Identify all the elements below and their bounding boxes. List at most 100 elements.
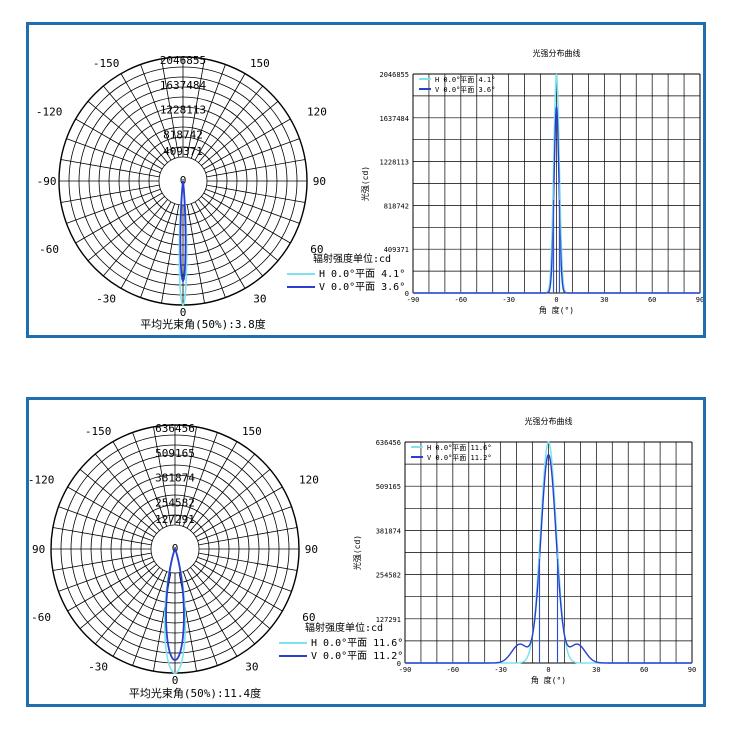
c2-polar-spoke [195,486,283,538]
c2-y-axis-label: 光强(cd) [352,535,362,570]
c2-polar-spoke [58,556,153,592]
c2-polar-spoke [190,567,256,645]
c1-polar-angle-label-top_left: -150 [93,57,120,70]
c1-x-tick-label: -60 [455,296,468,304]
c2-polar-angle-label-right: 90 [305,543,318,556]
c1-polar-spoke [120,73,172,161]
c2-x-tick-label: 90 [688,666,696,674]
c2-polar-spoke [132,432,168,527]
c2-polar-spoke [79,564,157,630]
panel-2: 636456 509165 381874 254582 127291 0 -150 150 -1… [26,397,706,707]
c1-polar-angle-label-bottom: 0 [180,306,187,319]
c2-polar-angle-label-left: 90 [32,543,45,556]
c1-legend-label: H 0.0°平面 4.1° [435,76,495,84]
c1-polar-spoke [140,203,176,298]
c1-polar-spoke [201,100,279,166]
c1-polar-spoke [140,64,176,159]
c2-polar-angle-label-top_right: 150 [242,425,262,438]
c1-polar-ring-label: 1228113 [160,104,206,117]
c1-x-tick-label: 60 [648,296,656,304]
c1-polar-spoke [194,73,246,161]
c2-x-tick-label: -90 [399,666,412,674]
c1-beam-angle-label: 平均光束角(50%):3.8度 [140,317,266,331]
c1-polar-spoke [194,201,246,289]
c2-polar-spoke [193,468,271,534]
c1-polar-angle-label-bottom_right: 30 [253,293,266,306]
c2-polar-spoke [52,527,152,546]
c2-polar-angle-label-bottom_left: -30 [88,661,108,674]
c2-polar-ring-label: 381874 [155,472,195,485]
panel-1: 2046855 1637484 1228113 818742 409371 0 -150 15… [26,22,706,338]
c1-polar-spoke [198,199,264,277]
c1-polar-center-label: 0 [180,174,187,187]
c1-y-tick-label: 2046855 [379,71,409,79]
c1-polar-spoke [206,159,306,178]
c2-polar-spoke [94,453,160,531]
c1-x-tick-label: 90 [696,296,703,304]
c1-polar-ring-label: 2046855 [160,54,206,67]
c1-unit-label: 辐射强度单位:cd [313,252,391,265]
c1-y-zero-label: 0 [405,290,409,298]
c2-x-tick-label: -60 [447,666,460,674]
c1-polar-spoke [203,118,291,170]
c2-polar-spoke [67,486,155,538]
c2-y-tick-label: 509165 [376,483,401,491]
c2-x-tick-label: 30 [592,666,600,674]
c1-polar-angle-label-lower_right: 60 [310,243,323,256]
c1-polar-angle-label-right: 90 [313,175,326,188]
c1-polar-spoke [205,188,300,224]
c1-y-tick-label: 818742 [384,202,409,210]
c1-polar-spoke [102,85,168,163]
c2-y-zero-label: 0 [397,660,401,668]
c1-polar-spoke [161,204,180,304]
c1-polar-legend-label: V 0.0°平面 3.6° [319,282,405,293]
c1-polar-spoke [87,100,165,166]
c2-polar-spoke [112,441,164,529]
c2-polar-angle-label-top_left: -150 [85,425,112,438]
c2-y-tick-label: 254582 [376,572,401,580]
c2-polar-legend-label: V 0.0°平面 11.2° [311,651,403,662]
c2-polar-spoke [198,552,298,571]
c2-polar-lobe-v [165,548,185,661]
c1-polar-spoke [120,201,172,289]
c2-x-axis-label: 角 度(°) [531,675,566,685]
c2-polar-spoke [198,527,298,546]
c2-polar-legend-label: H 0.0°平面 11.6° [311,638,403,649]
c2-polar-spoke [186,569,238,657]
c1-polar-spoke [75,192,163,244]
c2-polar-spoke [193,564,271,630]
c2-polar-spoke [186,441,238,529]
c2-polar-spoke [94,567,160,645]
c1-polar-angle-label-left: -90 [37,175,57,188]
c2-legend-label: V 0.0°平面 11.2° [427,454,492,462]
c2-beam-angle-label: 平均光束角(50%):11.4度 [129,686,261,700]
c1-polar-spoke [206,184,306,203]
c1-curve-v [413,106,700,294]
c2-polar-angle-label-upper_right: 120 [299,473,319,486]
c1-polar-spoke [161,58,180,158]
c2-legend-label: H 0.0°平面 11.6° [427,444,492,452]
c2-polar-ring-label: 127291 [155,513,195,526]
c2-unit-label: 辐射强度单位:cd [305,621,383,634]
c1-polar-legend-label: H 0.0°平面 4.1° [319,269,405,280]
c2-x-tick-label: 60 [640,666,648,674]
c1-x-tick-label: 30 [600,296,608,304]
c1-polar-spoke [186,204,205,304]
c2-polar-spoke [197,506,292,542]
c1-polar-spoke [60,159,160,178]
c1-polar-angle-label-lower_left: -60 [39,243,59,256]
c1-polar-angle-label-bottom_left: -30 [96,293,116,306]
c2-curve-v [405,453,692,664]
c2-polar-spoke [58,506,153,542]
c2-polar-angle-label-lower_right: 60 [302,611,315,624]
c2-polar-spoke [182,571,218,666]
c1-polar-angle-label-top_right: 150 [250,57,270,70]
c2-polar-spoke [195,560,283,612]
c1-polar-spoke [60,184,160,203]
c2-polar-spoke [178,426,197,526]
c2-polar-spoke [190,453,256,531]
c1-polar-spoke [186,58,205,158]
c1-x-tick-label: 0 [554,296,558,304]
c1-polar-spoke [205,138,300,174]
c1-polar-spoke [203,192,291,244]
